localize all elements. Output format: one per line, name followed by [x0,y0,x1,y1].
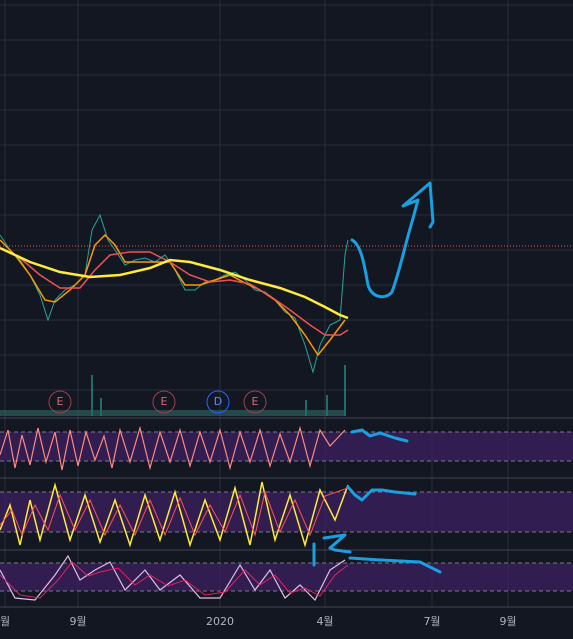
event-label[interactable]: D [214,395,222,408]
event-label[interactable]: E [161,395,168,408]
x-tick-label: 2020 [206,615,234,628]
x-tick-label: 7월 [423,615,440,628]
pane-separators [0,417,573,608]
ma-mid [0,247,349,336]
event-circle [206,390,230,414]
oscillator-2 [0,481,573,548]
event-label[interactable]: E [252,395,259,408]
oscillator-3 [0,554,573,602]
grid [0,0,573,607]
annotations [312,181,442,574]
event-circle [48,390,72,414]
event-circle [152,390,176,414]
event-markers: E E D E [48,390,267,414]
x-tick-label: 4월 [316,615,333,628]
x-tick-label: 9월 [499,615,516,628]
x-tick-label: 월 [0,615,10,628]
x-tick-label: 9월 [69,615,86,628]
oscillator-1 [0,425,573,471]
ma-long [0,246,349,320]
event-label[interactable]: E [57,395,64,408]
volume-bars [0,365,346,416]
event-circle [243,390,267,414]
x-axis: 월 9월 2020 4월 7월 9월 [0,615,517,628]
